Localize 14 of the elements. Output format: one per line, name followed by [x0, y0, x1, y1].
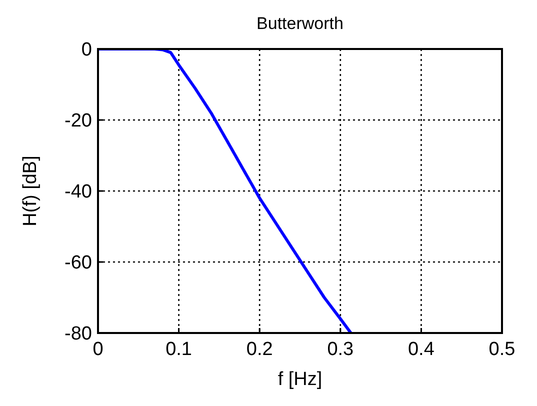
chart-title: Butterworth: [256, 14, 344, 33]
y-tick-label: -40: [64, 182, 92, 203]
y-tick-label: -20: [64, 110, 92, 132]
x-tick-label: 0.5: [488, 339, 516, 360]
x-tick-label: 0.3: [327, 339, 354, 360]
x-tick-label: 0.1: [166, 339, 192, 360]
x-tick-label: 0.4: [408, 339, 435, 360]
x-axis-title: f [Hz]: [278, 369, 322, 390]
y-tick-label: 0: [81, 40, 92, 61]
x-tick-label: 0.2: [246, 339, 273, 360]
line-series: [98, 49, 352, 333]
y-axis-title: H(f) [dB]: [20, 156, 41, 226]
y-tick-label: -80: [64, 324, 92, 345]
y-tick-label: -60: [64, 252, 92, 274]
